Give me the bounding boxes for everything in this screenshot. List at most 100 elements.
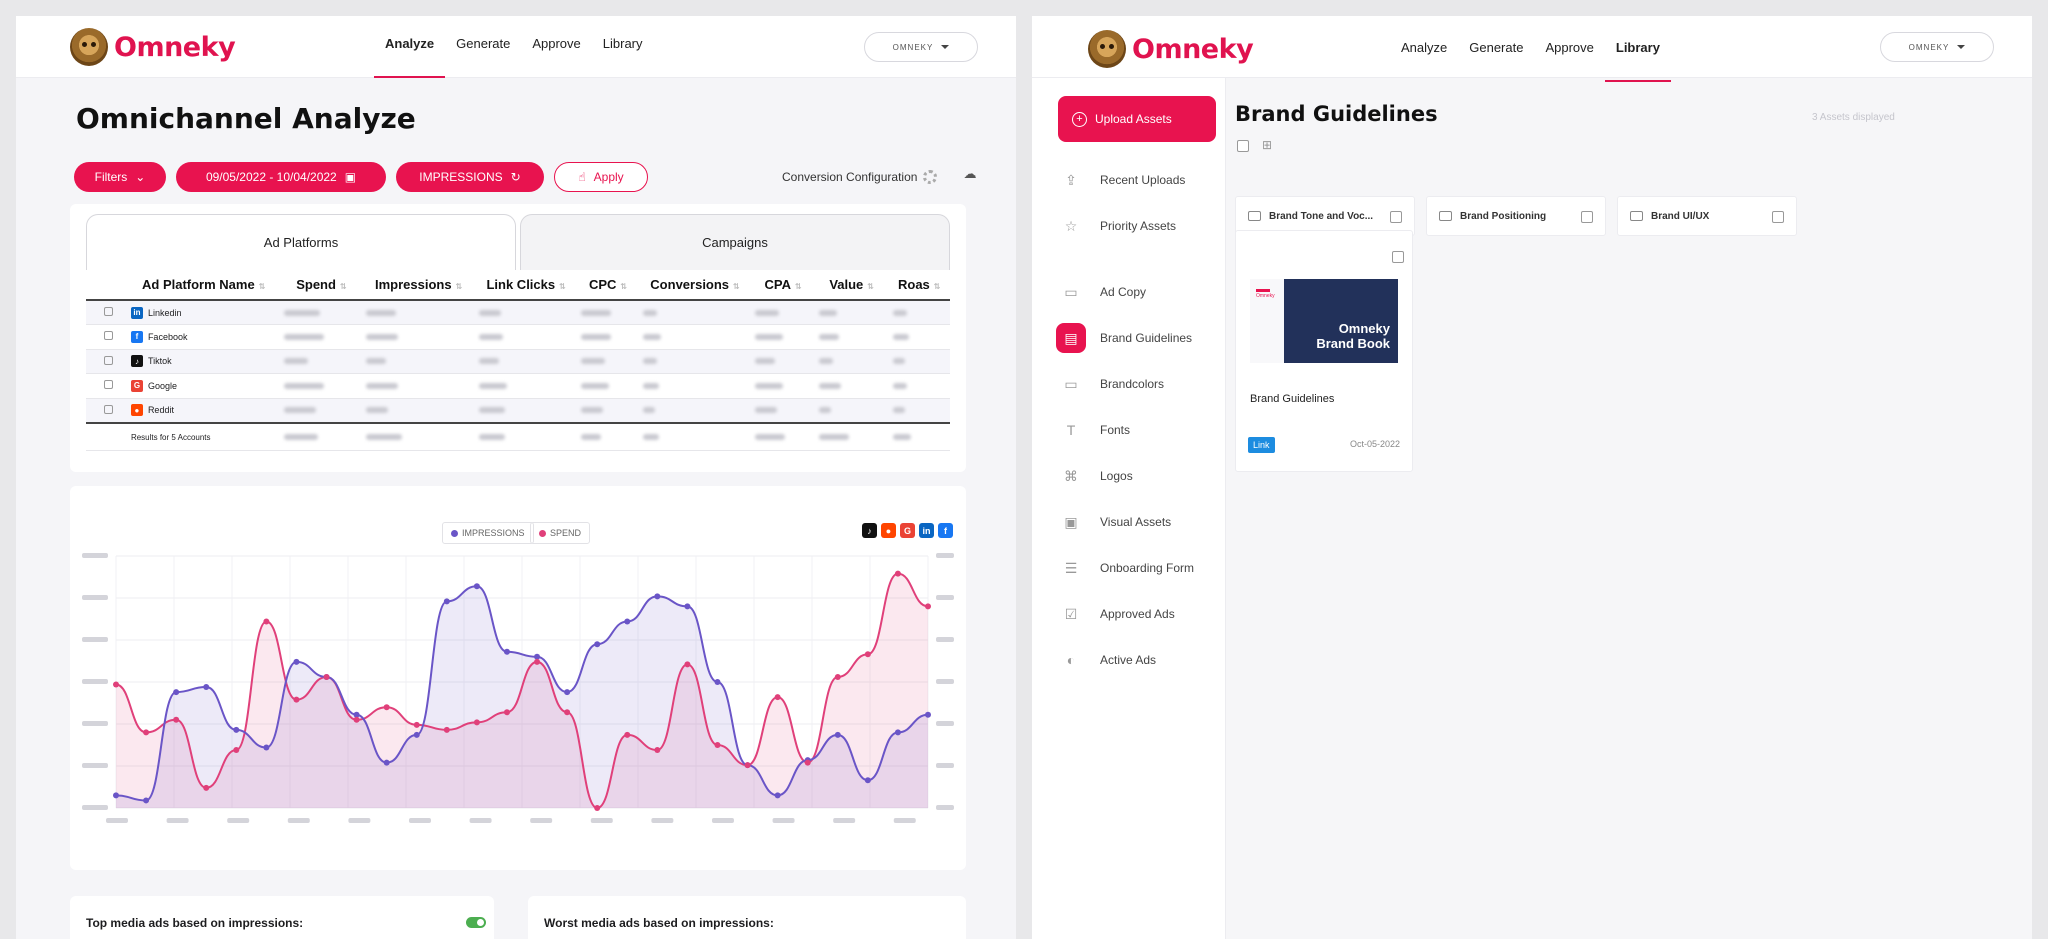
impressions-point[interactable] [143, 797, 150, 804]
spend-point[interactable] [233, 747, 240, 754]
spend-point[interactable] [473, 719, 480, 726]
impressions-point[interactable] [353, 711, 360, 718]
impressions-point[interactable] [774, 792, 781, 799]
nav-approve[interactable]: Approve [1545, 40, 1594, 55]
folder-checkbox[interactable] [1772, 211, 1784, 223]
column-header[interactable]: Impressions ⇅ [362, 270, 475, 301]
reddit-icon[interactable]: ● [881, 523, 896, 538]
nav-analyze[interactable]: Analyze [374, 16, 446, 78]
sidebar-item-onboarding-form[interactable]: ☰ Onboarding Form [1056, 554, 1194, 582]
spend-point[interactable] [624, 731, 631, 738]
column-header[interactable]: Link Clicks ⇅ [474, 270, 578, 301]
omneky-logo[interactable]: Omneky [70, 28, 236, 66]
impressions-point[interactable] [925, 711, 931, 718]
date-range-picker[interactable]: 09/05/2022 - 10/04/2022 ▣ [176, 162, 386, 192]
spend-point[interactable] [654, 747, 661, 754]
spend-point[interactable] [564, 709, 571, 716]
spend-point[interactable] [143, 729, 150, 736]
select-all-checkbox[interactable] [1237, 140, 1249, 152]
impressions-point[interactable] [173, 689, 180, 696]
asset-thumbnail[interactable]: Omneky Omneky Brand Book [1250, 279, 1398, 363]
nav-library[interactable]: Library [602, 36, 643, 51]
legend-impressions[interactable]: IMPRESSIONS [442, 522, 534, 544]
filters-button[interactable]: Filters ⌄ [74, 162, 166, 192]
impressions-point[interactable] [203, 684, 210, 691]
impressions-point[interactable] [534, 653, 541, 660]
row-checkbox[interactable] [103, 404, 113, 414]
column-header[interactable]: Ad Platform Name ⇅ [126, 270, 281, 301]
impressions-point[interactable] [834, 731, 841, 738]
nav-library[interactable]: Library [1604, 20, 1672, 82]
spend-point[interactable] [774, 694, 781, 701]
table-row[interactable]: G Google [86, 373, 950, 399]
sidebar-item-recent-uploads[interactable]: ⇪ Recent Uploads [1056, 166, 1185, 194]
conversion-configuration-link[interactable]: Conversion Configuration [782, 170, 938, 184]
spend-point[interactable] [443, 726, 450, 733]
spend-point[interactable] [894, 570, 901, 577]
folder-card[interactable]: Brand UI/UX [1617, 196, 1797, 236]
tiktok-icon[interactable]: ♪ [862, 523, 877, 538]
impressions-point[interactable] [293, 658, 300, 665]
spend-point[interactable] [263, 618, 270, 625]
folder-card[interactable]: Brand Tone and Voc... [1235, 196, 1415, 236]
row-checkbox[interactable] [103, 380, 113, 390]
spend-point[interactable] [834, 673, 841, 680]
apply-button[interactable]: ☝ Apply [554, 162, 648, 192]
impressions-point[interactable] [263, 744, 270, 751]
sidebar-item-logos[interactable]: ⌘ Logos [1056, 462, 1133, 490]
column-header[interactable]: CPA ⇅ [751, 270, 815, 301]
impressions-point[interactable] [594, 641, 601, 648]
impressions-point[interactable] [894, 729, 901, 736]
spend-point[interactable] [594, 805, 601, 811]
impressions-point[interactable] [624, 618, 631, 625]
nav-approve[interactable]: Approve [532, 36, 581, 51]
omneky-logo[interactable]: Omneky [1088, 30, 1254, 68]
spend-point[interactable] [534, 658, 541, 665]
asset-card[interactable]: Omneky Omneky Brand Book Brand Guideline… [1235, 230, 1413, 472]
folder-card[interactable]: Brand Positioning [1426, 196, 1606, 236]
spend-point[interactable] [804, 759, 811, 766]
spend-point[interactable] [864, 651, 871, 658]
column-header[interactable]: Conversions ⇅ [638, 270, 752, 301]
table-row[interactable]: ♪ Tiktok [86, 349, 950, 374]
impressions-point[interactable] [233, 726, 240, 733]
row-checkbox[interactable] [103, 355, 113, 365]
spend-point[interactable] [744, 762, 751, 769]
table-row[interactable]: f Facebook [86, 324, 950, 350]
table-row[interactable]: in Linkedin [86, 300, 950, 325]
column-header[interactable]: Spend ⇅ [280, 270, 363, 301]
impressions-point[interactable] [684, 603, 691, 610]
row-checkbox[interactable] [103, 307, 113, 316]
spend-point[interactable] [203, 784, 210, 791]
sidebar-item-active-ads[interactable]: ◐ Active Ads [1056, 646, 1156, 674]
google-icon[interactable]: G [900, 523, 915, 538]
sidebar-item-brandcolors[interactable]: ▭ Brandcolors [1056, 370, 1164, 398]
folder-checkbox[interactable] [1390, 211, 1402, 223]
impressions-point[interactable] [864, 777, 871, 784]
account-dropdown[interactable]: OMNEKY [864, 32, 978, 62]
tab-ad-platforms[interactable]: Ad Platforms [86, 214, 516, 270]
spend-point[interactable] [413, 721, 420, 728]
impressions-point[interactable] [473, 583, 480, 590]
facebook-icon[interactable]: f [938, 523, 953, 538]
impressions-point[interactable] [383, 759, 390, 766]
nav-analyze[interactable]: Analyze [1401, 40, 1448, 55]
row-checkbox[interactable] [103, 331, 113, 341]
impressions-point[interactable] [564, 689, 571, 696]
impressions-point[interactable] [443, 598, 450, 605]
spend-point[interactable] [714, 742, 721, 748]
cloud-upload-icon[interactable]: ☁ [963, 166, 977, 181]
impressions-point[interactable] [503, 648, 510, 655]
spend-point[interactable] [323, 673, 330, 680]
spend-point[interactable] [293, 696, 300, 703]
table-row[interactable]: ● Reddit [86, 398, 950, 423]
sidebar-item-fonts[interactable]: T Fonts [1056, 416, 1130, 444]
spend-point[interactable] [353, 716, 360, 723]
impressions-point[interactable] [714, 679, 721, 685]
new-folder-icon[interactable]: ⊞ [1262, 138, 1273, 152]
impressions-point[interactable] [413, 731, 420, 738]
tab-campaigns[interactable]: Campaigns [520, 214, 950, 270]
legend-spend[interactable]: SPEND [530, 522, 591, 544]
asset-checkbox[interactable] [1392, 251, 1404, 263]
sidebar-item-ad-copy[interactable]: ▭ Ad Copy [1056, 278, 1146, 306]
